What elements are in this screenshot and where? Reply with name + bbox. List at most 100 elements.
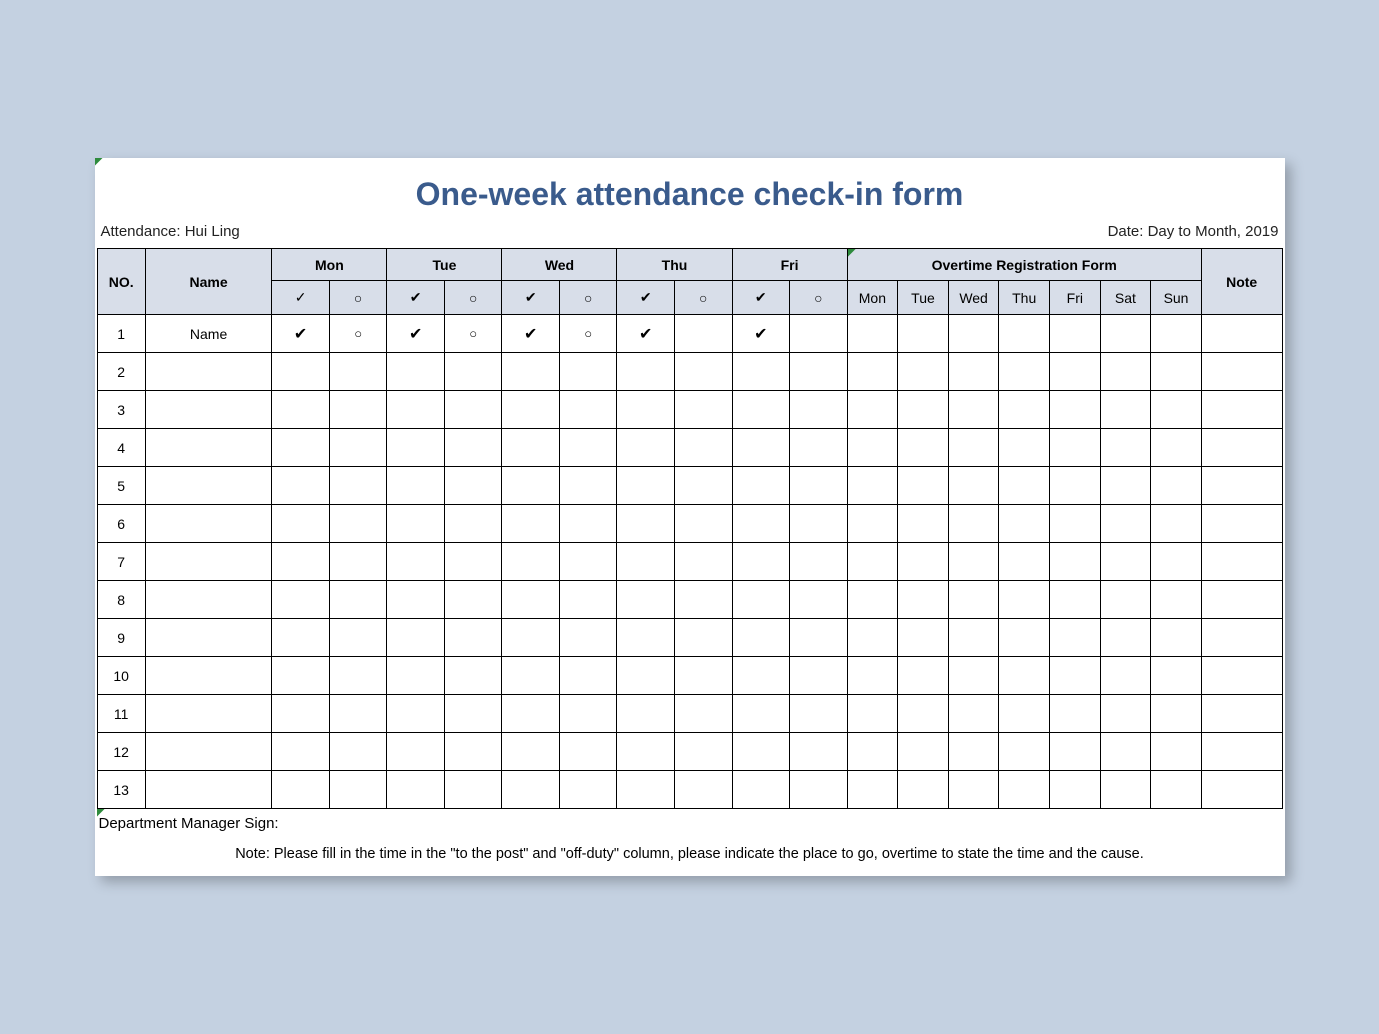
cell <box>732 543 790 581</box>
cell <box>1201 315 1282 353</box>
cell <box>948 391 999 429</box>
cell <box>1201 505 1282 543</box>
cell <box>1151 695 1202 733</box>
attendance-label: Attendance: Hui Ling <box>101 223 240 240</box>
cell <box>732 771 790 809</box>
cell <box>387 467 445 505</box>
cell <box>272 391 330 429</box>
cell <box>272 733 330 771</box>
cell <box>1050 543 1101 581</box>
cell <box>329 391 387 429</box>
cell <box>387 619 445 657</box>
cell <box>790 467 848 505</box>
table-row: 1Name✔○✔○✔○✔✔ <box>97 315 1282 353</box>
sub-check: ✔ <box>617 281 675 315</box>
table-row: 6 <box>97 505 1282 543</box>
cell <box>732 467 790 505</box>
attendance-sheet: One-week attendance check-in form Attend… <box>95 158 1285 876</box>
col-note: Note <box>1201 249 1282 315</box>
cell: Name <box>145 315 272 353</box>
cell <box>1100 581 1151 619</box>
cell <box>387 657 445 695</box>
cell <box>502 543 560 581</box>
sub-circle: ○ <box>675 281 733 315</box>
cell <box>1151 657 1202 695</box>
cell <box>898 505 949 543</box>
cell <box>502 657 560 695</box>
cell: ○ <box>444 315 502 353</box>
cell <box>502 353 560 391</box>
cell <box>617 733 675 771</box>
cell <box>1050 505 1101 543</box>
cell <box>999 581 1050 619</box>
cell <box>145 467 272 505</box>
cell <box>1100 695 1151 733</box>
cell <box>1201 467 1282 505</box>
cell <box>1100 543 1151 581</box>
cell <box>790 619 848 657</box>
cell <box>675 619 733 657</box>
cell <box>790 505 848 543</box>
cell <box>898 733 949 771</box>
cell: 6 <box>97 505 145 543</box>
table-row: 9 <box>97 619 1282 657</box>
table-row: 4 <box>97 429 1282 467</box>
ot-wed: Wed <box>948 281 999 315</box>
cell <box>675 353 733 391</box>
cell <box>272 695 330 733</box>
cell <box>1151 581 1202 619</box>
cell <box>502 695 560 733</box>
cell <box>1151 467 1202 505</box>
cell <box>1151 505 1202 543</box>
cell <box>675 429 733 467</box>
cell <box>559 581 617 619</box>
cell <box>502 429 560 467</box>
cell <box>329 695 387 733</box>
cell <box>999 315 1050 353</box>
col-tue: Tue <box>387 249 502 281</box>
cell <box>732 733 790 771</box>
cell <box>329 581 387 619</box>
cell <box>1151 353 1202 391</box>
table-row: 3 <box>97 391 1282 429</box>
cell <box>847 619 898 657</box>
cell <box>1050 315 1101 353</box>
cell <box>617 695 675 733</box>
cell <box>847 467 898 505</box>
sub-check: ✔ <box>387 281 445 315</box>
cell <box>1100 467 1151 505</box>
cell <box>559 467 617 505</box>
cell <box>948 733 999 771</box>
cell <box>502 581 560 619</box>
sub-circle: ○ <box>559 281 617 315</box>
col-fri: Fri <box>732 249 847 281</box>
cell <box>948 429 999 467</box>
cell <box>898 543 949 581</box>
cell <box>898 771 949 809</box>
cell <box>387 543 445 581</box>
sub-circle: ○ <box>329 281 387 315</box>
cell <box>329 429 387 467</box>
signature-label: Department Manager Sign: <box>95 809 1285 842</box>
cell: 10 <box>97 657 145 695</box>
cell <box>790 771 848 809</box>
cell <box>847 391 898 429</box>
cell <box>1201 543 1282 581</box>
cell <box>559 353 617 391</box>
cell <box>272 505 330 543</box>
cell <box>444 657 502 695</box>
cell <box>502 391 560 429</box>
cell <box>387 353 445 391</box>
cell <box>444 733 502 771</box>
cell: 7 <box>97 543 145 581</box>
cell <box>1201 695 1282 733</box>
cell <box>1151 543 1202 581</box>
cell: ✔ <box>617 315 675 353</box>
cell <box>790 657 848 695</box>
cell <box>999 619 1050 657</box>
ot-sat: Sat <box>1100 281 1151 315</box>
cell <box>847 695 898 733</box>
cell: 3 <box>97 391 145 429</box>
cell <box>948 353 999 391</box>
cell <box>329 467 387 505</box>
